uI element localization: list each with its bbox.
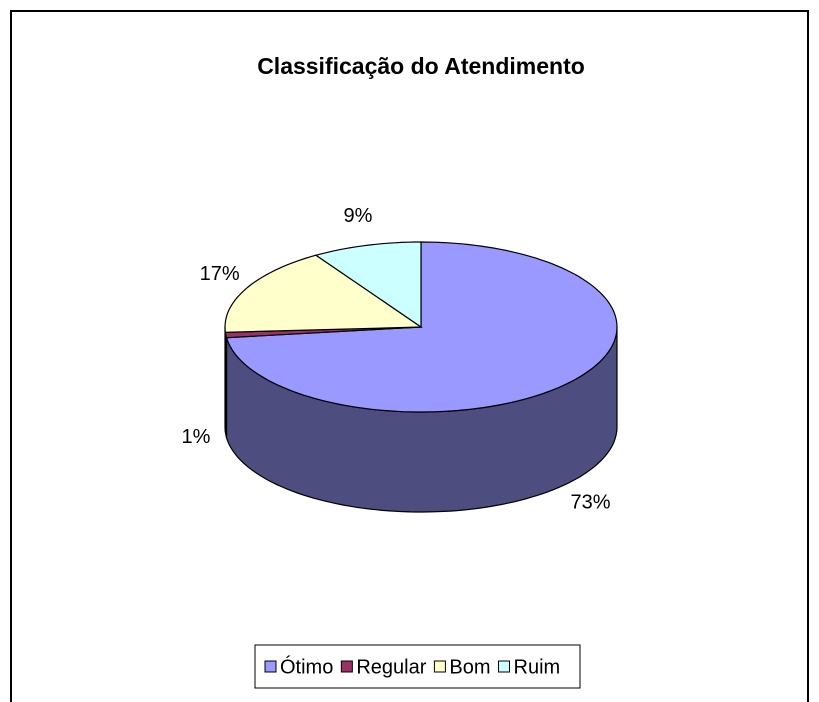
data-label: 9% [343, 205, 372, 227]
legend-swatch [264, 660, 277, 673]
chart-title: Classificação do Atendimento [257, 53, 585, 79]
data-label: 1% [182, 426, 211, 448]
legend-swatch [340, 660, 353, 673]
legend-label: Ótimo [280, 655, 333, 678]
chart-frame [10, 10, 809, 702]
legend-swatch [498, 660, 511, 673]
legend-label: Regular [356, 656, 426, 678]
legend-swatch [433, 660, 446, 673]
pie-slice [314, 241, 422, 329]
legend-label: Bom [449, 656, 490, 678]
legend-box [254, 644, 581, 689]
legend-label: Ruim [514, 656, 561, 678]
data-label: 73% [571, 491, 611, 513]
data-label: 17% [200, 263, 240, 285]
pie-slice [224, 254, 423, 333]
